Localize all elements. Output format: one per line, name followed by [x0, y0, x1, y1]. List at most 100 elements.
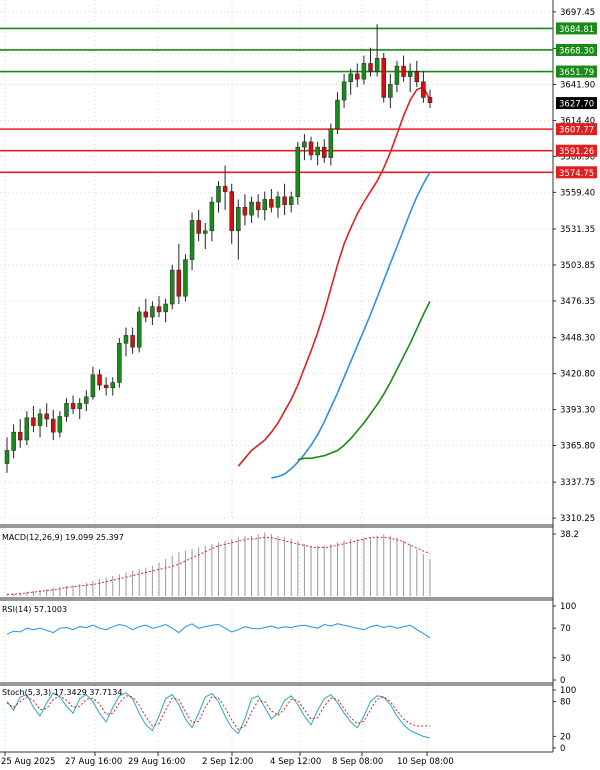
current-price-value: 3627.70	[559, 100, 594, 110]
rsi-tick: 100	[560, 602, 576, 612]
level-tag	[556, 22, 597, 35]
candle	[374, 24, 380, 77]
candle	[64, 398, 69, 422]
stoch-d-line	[6, 695, 431, 731]
rsi-tick: 70	[560, 624, 571, 634]
candle	[414, 60, 420, 87]
price-tick: 3697.45	[560, 8, 595, 18]
candle	[77, 398, 82, 420]
time-tick: 8 Sep 08:00	[332, 757, 383, 767]
candle	[4, 437, 10, 473]
candle	[37, 408, 43, 438]
candle	[335, 92, 340, 135]
candle	[150, 301, 155, 325]
time-tick: 4 Sep 12:00	[270, 757, 321, 767]
candle	[90, 366, 96, 400]
candlesticks[interactable]	[4, 24, 433, 473]
candle	[222, 165, 228, 210]
level-tag	[556, 123, 597, 136]
level-value: 3591.26	[559, 147, 594, 157]
stoch-label: Stoch(5,3,3) 17.3429 37.7134	[2, 688, 122, 697]
candle	[282, 183, 287, 216]
stoch-tick: 100	[560, 686, 576, 696]
price-tick: 3337.75	[560, 478, 595, 488]
stoch-k-line	[6, 692, 431, 739]
level-tag	[556, 65, 597, 78]
candle	[136, 306, 142, 353]
level-tag	[556, 43, 597, 56]
candle	[70, 395, 76, 414]
candle	[57, 411, 63, 438]
level-tag	[556, 166, 597, 179]
candle	[236, 199, 241, 260]
candle	[262, 191, 268, 221]
candle	[308, 136, 314, 161]
stoch-tick: 0	[560, 744, 565, 754]
grid	[0, 0, 554, 753]
candle	[216, 181, 221, 213]
candle	[394, 60, 400, 93]
candle	[255, 194, 261, 218]
time-tick: 29 Aug 16:00	[128, 757, 185, 767]
candle	[209, 196, 215, 242]
macd-max: 38.2	[560, 530, 579, 540]
price-levels[interactable]	[0, 27, 553, 174]
candle	[84, 390, 89, 412]
time-tick: 27 Aug 16:00	[65, 757, 122, 767]
ma-line	[297, 301, 431, 461]
time-tick: 10 Sep 08:00	[397, 757, 454, 767]
ma-line	[271, 171, 431, 479]
level-value: 3668.30	[559, 46, 594, 56]
candle	[24, 411, 30, 446]
candle	[361, 55, 367, 85]
candle	[322, 139, 327, 163]
time-tick: 25 Aug 2025	[1, 757, 55, 767]
candle	[176, 243, 182, 305]
level-value: 3574.75	[559, 169, 594, 179]
current-price-tag	[556, 97, 597, 110]
price-axis: 3697.453669.503641.903614.403586.903559.…	[553, 8, 595, 524]
candle	[169, 264, 175, 310]
candle	[315, 141, 320, 166]
level-labels: 3684.81 3668.30 3651.79 3607.77 3591.26 3574.…	[556, 22, 597, 179]
candle	[401, 55, 406, 82]
candle	[163, 298, 168, 323]
macd-label: MACD(12,26,9) 19.099 25.397	[2, 533, 124, 542]
candle	[302, 134, 307, 161]
price-tick: 3641.90	[560, 81, 595, 91]
moving-averages	[237, 85, 431, 479]
rsi-line	[6, 623, 431, 639]
candle	[368, 47, 373, 77]
level-value: 3684.81	[559, 25, 594, 35]
candle	[189, 212, 195, 271]
candle	[51, 409, 56, 441]
rsi-tick: 30	[560, 654, 571, 664]
price-tick: 3365.80	[560, 442, 595, 452]
candle	[427, 89, 433, 108]
candle	[269, 188, 274, 213]
candle	[196, 209, 201, 242]
price-tick: 3614.40	[560, 116, 595, 126]
candle	[203, 222, 208, 250]
price-tick: 3586.90	[560, 152, 595, 162]
candle	[275, 191, 281, 218]
candle	[295, 141, 301, 205]
time-axis: 25 Aug 2025 27 Aug 16:00 29 Aug 16:00 2 Sep…	[1, 752, 454, 767]
candle	[156, 296, 162, 318]
price-tick: 3531.35	[560, 225, 595, 235]
candle	[103, 377, 109, 396]
candle	[421, 71, 426, 103]
candle	[143, 298, 149, 323]
candle	[229, 183, 234, 244]
time-tick: 2 Sep 12:00	[202, 757, 253, 767]
candle	[407, 63, 413, 93]
candle	[31, 406, 36, 433]
stoch-tick: 80	[560, 698, 571, 708]
price-tick: 3393.30	[560, 406, 595, 416]
candle	[288, 191, 294, 213]
candle	[17, 419, 23, 448]
price-tick: 3420.80	[560, 370, 595, 380]
candle	[123, 327, 129, 357]
